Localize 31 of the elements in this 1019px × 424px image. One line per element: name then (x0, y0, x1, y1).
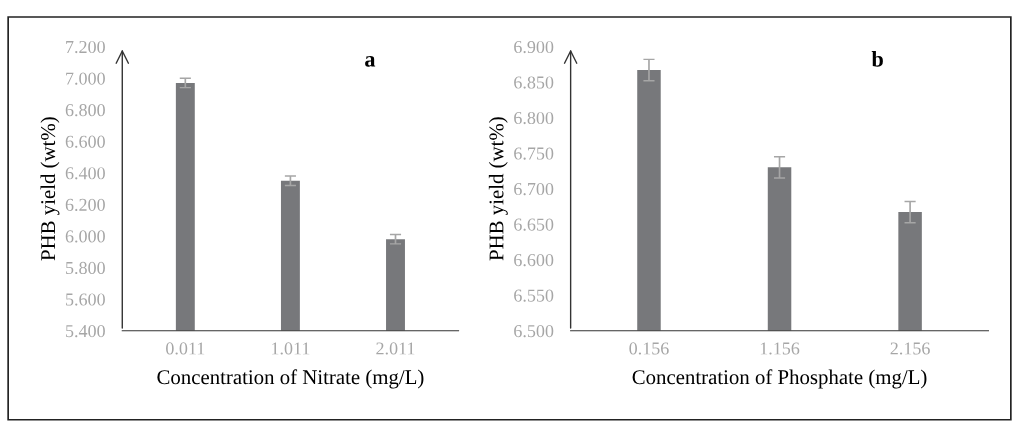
x-tick-label: 2.156 (890, 342, 930, 355)
y-tick-label: 6.800 (65, 104, 105, 117)
y-tick-label: 7.200 (66, 40, 105, 54)
y-tick-label: 6.600 (65, 135, 105, 148)
y-tick-label: 5.600 (66, 293, 105, 306)
y-tick-label: 6.750 (514, 147, 554, 160)
x-tick-label: 0.156 (629, 342, 669, 355)
y-tick-label: 6.600 (514, 253, 554, 267)
y-tick-label: 6.800 (514, 111, 554, 125)
y-tick-label: 5.400 (66, 324, 105, 338)
x-tick-label: 1.011 (272, 342, 310, 355)
x-tick-label: 1.156 (760, 342, 800, 355)
x-axis-title: Concentration of Nitrate (mg/L) (157, 369, 424, 389)
y-tick-label: 6.850 (514, 76, 554, 89)
y-tick-label: 6.550 (514, 289, 554, 302)
y-tick-label: 5.800 (66, 261, 105, 275)
y-axis-title: PHB yield (wt%) (40, 117, 60, 261)
y-tick-label: 6.700 (514, 182, 554, 196)
annotation: b (871, 51, 883, 67)
y-tick-label: 6.400 (65, 167, 105, 180)
annotation: a (365, 56, 376, 67)
x-tick-label: 2.011 (376, 342, 415, 355)
y-tick-label: 6.500 (514, 324, 554, 338)
y-tick-label: 6.650 (514, 218, 554, 231)
y-tick-label: 7.000 (66, 72, 105, 85)
y-tick-label: 6.000 (65, 230, 105, 243)
y-tick-label: 6.900 (514, 40, 554, 54)
x-tick-label: 0.011 (166, 342, 205, 355)
y-axis-title: PHB yield (wt%) (488, 117, 508, 261)
x-axis-title: Concentration of Phosphate (mg/L) (632, 369, 927, 389)
y-tick-label: 6.200 (65, 198, 105, 211)
